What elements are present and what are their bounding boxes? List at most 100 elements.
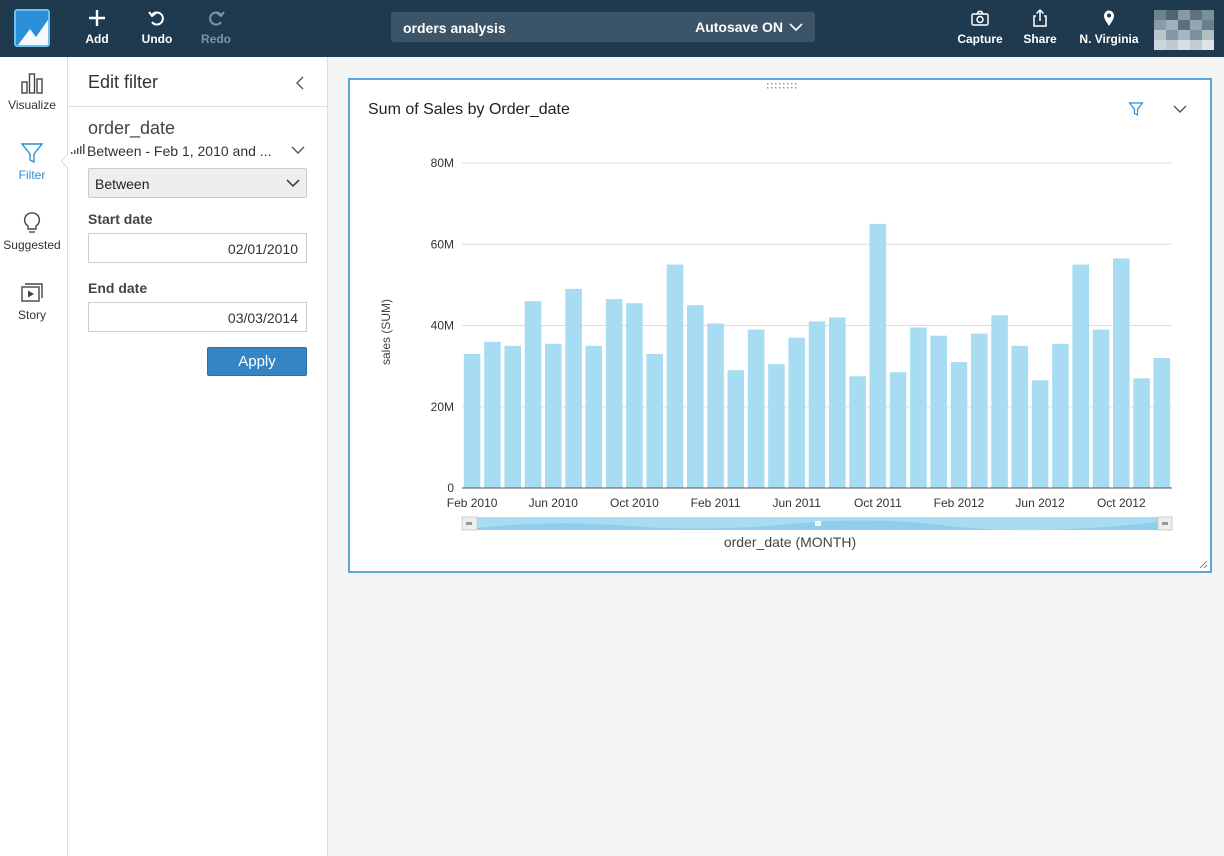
- bar-2012-07[interactable]: [1052, 343, 1069, 488]
- range-scroller[interactable]: [461, 516, 1173, 531]
- autosave-dropdown[interactable]: Autosave ON: [695, 19, 803, 35]
- drag-handle-icon[interactable]: [766, 83, 798, 89]
- bar-2010-11[interactable]: [646, 353, 663, 488]
- suggested-label: Suggested: [3, 238, 61, 252]
- x-tick-label: Jun 2010: [529, 496, 579, 510]
- rail-item-story[interactable]: Story: [0, 281, 64, 322]
- undo-label: Undo: [141, 32, 173, 46]
- quicksight-logo[interactable]: [14, 9, 50, 47]
- rail-item-suggested[interactable]: Suggested: [0, 211, 64, 252]
- filter-summary[interactable]: Between - Feb 1, 2010 and ...: [87, 143, 272, 159]
- bar-2010-07[interactable]: [565, 288, 582, 488]
- top-toolbar: Add Undo Redo orders analysis Autosave O…: [0, 0, 1224, 57]
- end-date-label: End date: [88, 280, 148, 296]
- region-button[interactable]: N. Virginia: [1079, 8, 1139, 46]
- y-tick-label: 0: [447, 481, 454, 495]
- active-pointer-icon: [61, 153, 69, 169]
- end-date-input[interactable]: 03/03/2014: [88, 302, 307, 332]
- panel-divider: [68, 106, 327, 107]
- undo-icon: [148, 11, 164, 26]
- range-drag-grip[interactable]: [815, 521, 821, 526]
- bar-2011-02[interactable]: [707, 323, 724, 489]
- logo-icon: [18, 19, 48, 45]
- apply-button[interactable]: Apply: [207, 347, 307, 376]
- collapse-panel-icon[interactable]: [290, 73, 310, 93]
- bar-2011-03[interactable]: [727, 370, 745, 488]
- start-date-input[interactable]: 02/01/2010: [88, 233, 307, 263]
- bar-2010-08[interactable]: [585, 345, 603, 488]
- chevron-down-icon[interactable]: [290, 143, 306, 157]
- story-play-icon: [21, 283, 43, 302]
- bar-2012-03[interactable]: [971, 333, 988, 488]
- chevron-down-icon: [789, 23, 803, 32]
- visual-card[interactable]: Sum of Sales by Order_date 0 20M 40M 60M 80M…: [348, 78, 1212, 573]
- share-button[interactable]: Share: [1015, 8, 1065, 46]
- bar-2011-05[interactable]: [768, 364, 785, 488]
- bar-2012-12[interactable]: [1153, 358, 1171, 488]
- y-tick-label: 20M: [431, 400, 454, 414]
- rail-item-visualize[interactable]: Visualize: [0, 71, 64, 112]
- bar-2012-09[interactable]: [1092, 329, 1110, 488]
- panel-title: Edit filter: [88, 72, 159, 92]
- x-tick-label: Feb 2011: [691, 496, 741, 510]
- x-axis-ticks: Feb 2010 Jun 2010 Oct 2010 Feb 2011 Jun 2011…: [447, 496, 1146, 510]
- bar-2011-10[interactable]: [869, 223, 887, 488]
- bar-2011-01[interactable]: [687, 305, 704, 488]
- analysis-name-box[interactable]: orders analysis Autosave ON: [391, 12, 815, 42]
- bar-2011-09[interactable]: [849, 376, 866, 488]
- bar-2010-04[interactable]: [504, 345, 521, 488]
- y-tick-label: 60M: [431, 237, 454, 251]
- redo-button[interactable]: Redo: [191, 8, 241, 46]
- capture-button[interactable]: Capture: [955, 8, 1005, 46]
- y-tick-label: 40M: [431, 319, 454, 333]
- start-date-label: Start date: [88, 211, 153, 227]
- field-drag-icon[interactable]: [71, 144, 85, 154]
- bar-2011-08[interactable]: [829, 317, 846, 488]
- bar-2010-10[interactable]: [626, 303, 643, 488]
- y-axis-label: sales (SUM): [379, 299, 393, 365]
- region-label: N. Virginia: [1079, 32, 1139, 46]
- bar-2010-06[interactable]: [545, 343, 562, 488]
- share-icon: [1033, 8, 1047, 27]
- bar-2012-02[interactable]: [950, 362, 968, 488]
- x-tick-label: Jun 2012: [1015, 496, 1065, 510]
- x-axis-label: order_date (MONTH): [724, 534, 856, 550]
- location-pin-icon: [1104, 10, 1114, 26]
- undo-button[interactable]: Undo: [132, 8, 182, 46]
- bar-2011-12[interactable]: [910, 327, 927, 489]
- bar-2010-09[interactable]: [605, 299, 623, 488]
- share-label: Share: [1023, 32, 1057, 46]
- bar-2010-05[interactable]: [524, 301, 542, 488]
- bar-2012-06[interactable]: [1031, 380, 1049, 488]
- left-nav-rail: Visualize Filter Suggested Story: [0, 57, 69, 856]
- x-tick-label: Jun 2011: [772, 496, 821, 510]
- capture-label: Capture: [957, 32, 1003, 46]
- bar-2012-11[interactable]: [1133, 378, 1150, 488]
- redo-label: Redo: [201, 32, 231, 46]
- condition-select[interactable]: Between: [88, 168, 307, 198]
- bar-2012-01[interactable]: [930, 335, 947, 488]
- bar-2012-05[interactable]: [1011, 345, 1029, 488]
- bar-2012-08[interactable]: [1072, 264, 1089, 488]
- bar-2011-11[interactable]: [889, 372, 907, 488]
- visualize-label: Visualize: [8, 98, 56, 112]
- x-tick-label: Oct 2010: [610, 496, 659, 510]
- bar-2011-06[interactable]: [788, 337, 805, 488]
- add-button[interactable]: Add: [72, 8, 122, 46]
- chevron-down-icon[interactable]: [1172, 102, 1188, 116]
- bar-2012-10[interactable]: [1113, 258, 1130, 489]
- rail-item-filter[interactable]: Filter: [0, 141, 64, 182]
- bar-2010-02[interactable]: [463, 353, 481, 488]
- bar-2010-12[interactable]: [666, 264, 684, 488]
- x-tick-label: Feb 2010: [447, 496, 498, 510]
- story-label: Story: [17, 308, 46, 322]
- filter-applied-icon[interactable]: [1128, 101, 1144, 117]
- bar-2012-04[interactable]: [991, 315, 1008, 488]
- bar-2011-07[interactable]: [808, 321, 826, 488]
- user-avatar[interactable]: [1154, 10, 1214, 50]
- resize-handle-icon[interactable]: [1198, 559, 1208, 569]
- bar-2010-03[interactable]: [484, 341, 501, 489]
- analysis-name[interactable]: orders analysis: [403, 20, 506, 36]
- bar-2011-04[interactable]: [747, 329, 765, 488]
- filter-label: Filter: [18, 168, 46, 182]
